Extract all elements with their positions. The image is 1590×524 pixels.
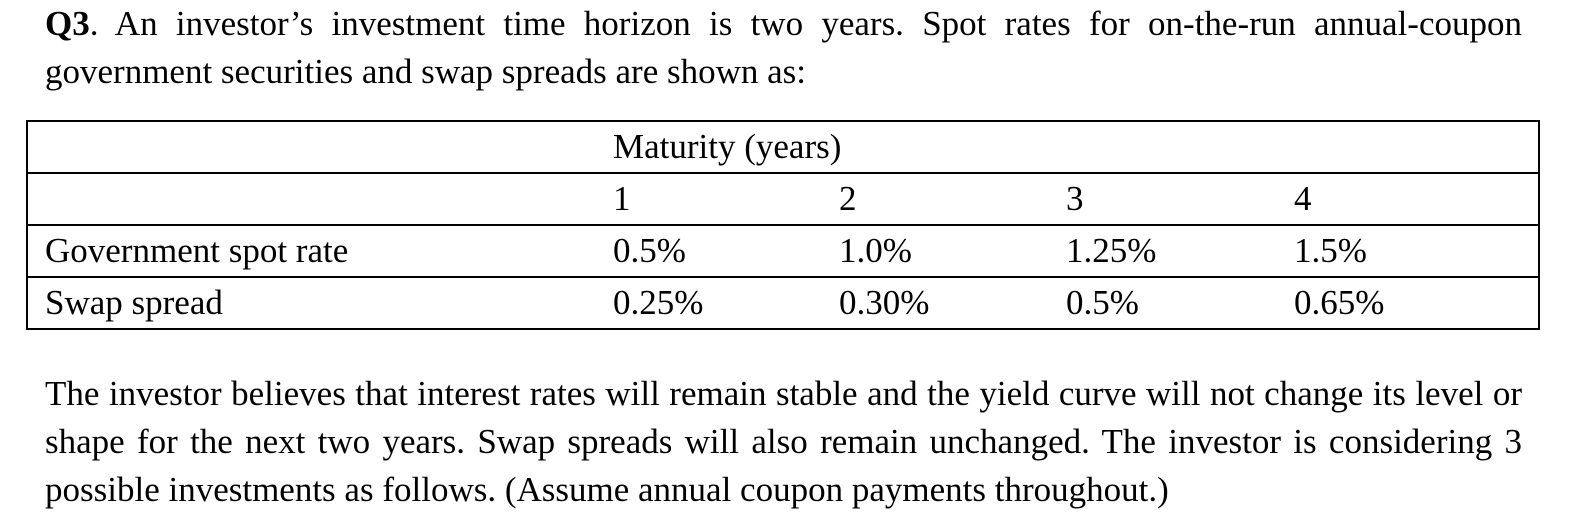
value-cell: 1.0% [839,224,1066,278]
header-cell: Maturity (years) [613,120,1540,174]
row-label: Government spot rate [27,224,613,278]
maturity-cell: 3 [1066,172,1294,226]
value-cell: 0.65% [1294,276,1540,330]
question-label: Q3 [45,4,90,43]
header-row: Maturity (years) [27,120,1540,174]
closing-paragraph: The investor believes that interest rate… [45,374,1522,509]
value-cell: 1.25% [1066,224,1294,278]
data-row: Swap spread 0.25% 0.30% 0.5% 0.65% [27,276,1540,330]
value-cell: 0.5% [613,224,839,278]
question: Q3. An investor’s investment time horizo… [45,0,1522,96]
table-body: Maturity (years) 1 2 3 4 Government spot rat… [27,120,1540,330]
rates-table: Maturity (years) 1 2 3 4 Government spot rat… [26,120,1541,330]
value-cell: 1.5% [1294,224,1540,278]
value-cell: 0.5% [1066,276,1294,330]
question-intro: . An investor’s investment time horizon … [45,4,1522,91]
blank-cell [27,172,613,226]
value-cell: 0.30% [839,276,1066,330]
maturity-cell: 1 [613,172,839,226]
maturity-cell: 4 [1294,172,1540,226]
value-cell: 0.25% [613,276,839,330]
blank-cell [27,120,613,174]
data-row: Government spot rate 0.5% 1.0% 1.25% 1.5% [27,224,1540,278]
maturity-cell: 2 [839,172,1066,226]
row-label: Swap spread [27,276,613,330]
